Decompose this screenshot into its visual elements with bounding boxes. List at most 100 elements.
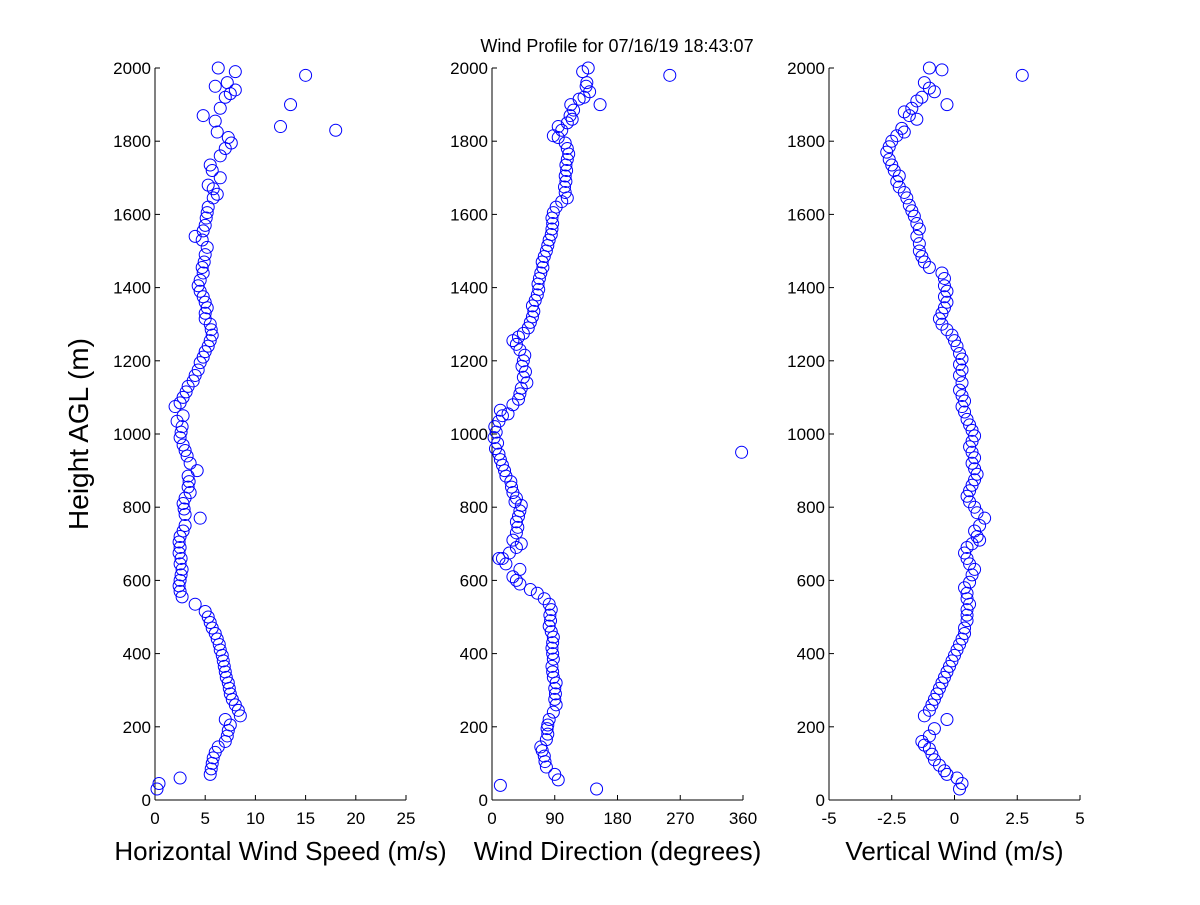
y-tick-label: 600 [123,571,151,590]
data-point [219,670,233,684]
data-point [558,169,572,183]
data-point [897,105,911,119]
data-point [173,584,187,598]
panel-vertical: 0 200 400 600 800 1000 1200 1400 1600 1800 2000 -5 -… [787,59,1085,866]
data-point [220,76,234,90]
data-point [218,712,232,726]
data-point [905,101,919,115]
data-point [922,729,936,743]
data-point [953,383,967,397]
x-axis-label: Horizontal Wind Speed (m/s) [114,836,446,866]
data-point [203,767,217,781]
data-point [206,751,220,765]
data-point [953,368,967,382]
data-point [513,387,527,401]
data-point [565,112,579,126]
data-point [511,330,525,344]
x-tick-label: 10 [246,809,265,828]
data-point [968,462,982,476]
data-point [950,339,964,353]
data-point [963,418,977,432]
y-tick-label: 1400 [450,279,488,298]
data-point [506,486,520,500]
x-tick-label: -5 [821,809,836,828]
data-point [197,255,211,269]
data-point [329,123,343,137]
data-point [513,562,527,576]
data-point [960,608,974,622]
x-tick-label: 5 [200,809,209,828]
data-point [509,337,523,351]
data-point [195,233,209,247]
y-tick-label: 800 [797,498,825,517]
data-point [960,614,974,628]
data-point [505,480,519,494]
data-point [912,237,926,251]
data-point [932,312,946,326]
data-point [542,619,556,633]
data-point [178,519,192,532]
data-point [927,753,941,767]
data-point [581,61,595,75]
data-point [228,65,242,79]
y-tick-label: 1200 [450,352,488,371]
data-point [915,90,929,104]
data-point [488,442,502,456]
x-tick-label: 360 [729,809,757,828]
data-point [493,778,507,792]
data-point [509,526,523,540]
data-point [912,244,926,258]
data-point [193,273,207,287]
y-tick-label: 2000 [113,59,151,78]
data-point [968,451,982,465]
y-tick-label: 200 [460,718,488,737]
y-tick-label: 600 [797,571,825,590]
data-point [953,637,967,651]
data-point [558,185,572,199]
data-point [493,453,507,467]
data-point [970,506,984,520]
data-point [963,495,977,509]
data-point [940,665,954,679]
x-tick-label: 180 [603,809,631,828]
data-point [211,61,225,75]
data-point [213,171,227,185]
data-point [965,445,979,459]
y-tick-label: 1600 [450,205,488,224]
data-point [912,222,926,236]
data-point [935,306,949,320]
data-point [541,718,555,732]
data-point [965,423,979,437]
data-point [910,217,924,231]
data-point [546,670,560,684]
data-point [890,129,904,143]
data-point [509,540,523,554]
data-point [176,438,190,452]
panel-speed: 0 200 400 600 800 1000 1200 1400 1600 1800 2000 0 5 1… [113,59,447,866]
x-tick-label: 270 [666,809,694,828]
data-point [178,508,192,522]
data-point [525,310,539,324]
figure-ylabel: Height AGL (m) [63,338,94,530]
y-tick-label: 600 [460,571,488,590]
data-point [560,163,574,177]
x-tick-label: 0 [487,809,496,828]
data-point [915,249,929,263]
data-point [198,295,212,309]
data-point [196,109,210,123]
data-point [546,652,560,666]
data-point [173,771,187,785]
y-tick-label: 0 [479,791,488,810]
data-point [887,163,901,177]
y-tick-label: 1400 [113,279,151,298]
data-point [922,61,936,75]
data-point [900,191,914,205]
data-point [203,158,217,172]
y-tick-label: 1800 [787,132,825,151]
data-point [885,158,899,172]
data-point [173,573,187,587]
data-point [558,180,572,194]
data-point [551,120,565,134]
data-point [663,68,677,82]
